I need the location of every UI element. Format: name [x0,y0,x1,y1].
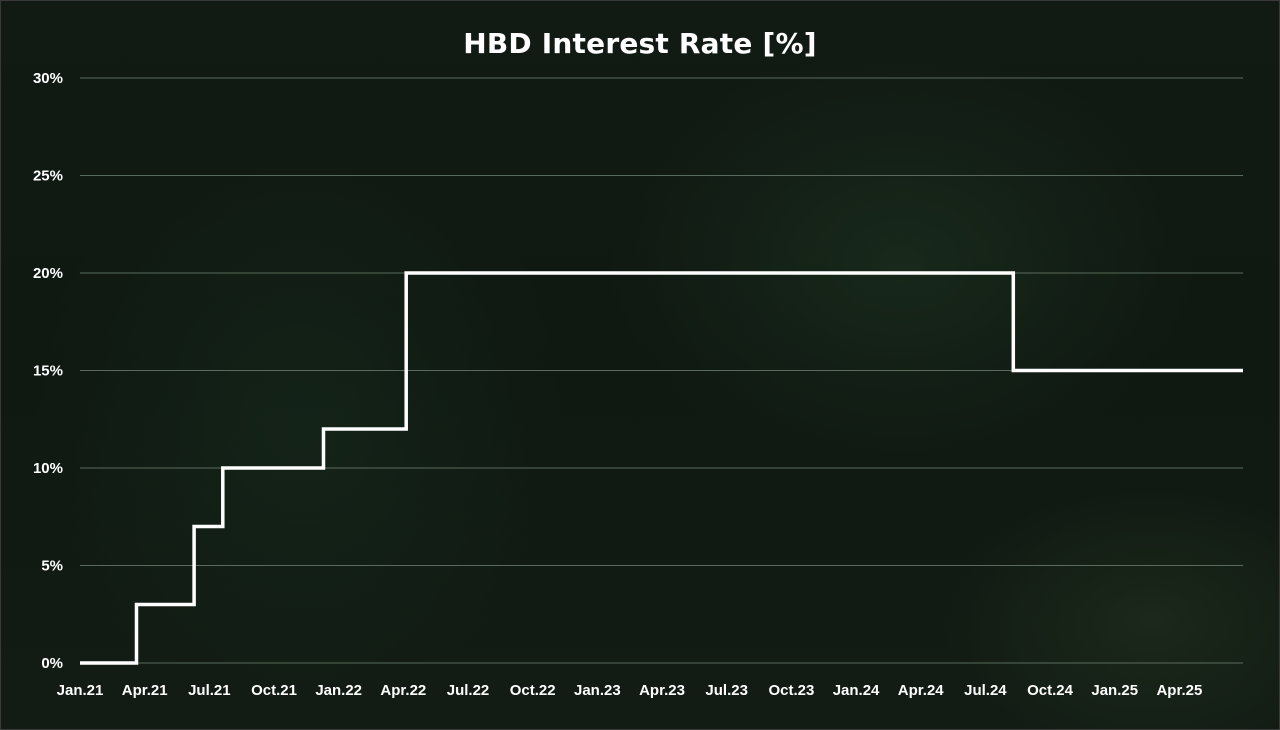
x-tick-label: Jul.24 [964,682,1007,699]
x-tick-label: Apr.25 [1156,682,1202,699]
x-tick-label: Oct.23 [768,682,814,699]
x-tick-label: Jan.22 [315,682,362,699]
x-tick-label: Apr.22 [380,682,426,699]
y-tick-label: 0% [41,655,63,672]
series-line [80,271,1243,665]
x-tick-label: Jul.23 [705,682,748,699]
x-tick-label: Jan.25 [1091,682,1138,699]
x-tick-label: Oct.22 [510,682,556,699]
x-tick-label: Jan.24 [833,682,880,699]
x-tick-label: Apr.24 [898,682,945,699]
x-tick-label: Oct.21 [251,682,297,699]
x-tick-label: Jan.23 [574,682,621,699]
x-tick-label: Apr.23 [639,682,685,699]
x-tick-label: Apr.21 [122,682,168,699]
y-tick-label: 30% [33,70,63,87]
x-tick-label: Jan.21 [57,682,104,699]
x-tick-label: Jul.21 [188,682,231,699]
chart-title: HBD Interest Rate [%] [463,27,817,60]
y-tick-label: 25% [33,168,63,185]
y-tick-label: 10% [33,460,63,477]
y-tick-label: 15% [33,363,63,380]
y-tick-label: 5% [41,558,63,575]
x-tick-label: Jul.22 [447,682,490,699]
x-tick-label: Oct.24 [1027,682,1074,699]
y-tick-label: 20% [33,265,63,282]
